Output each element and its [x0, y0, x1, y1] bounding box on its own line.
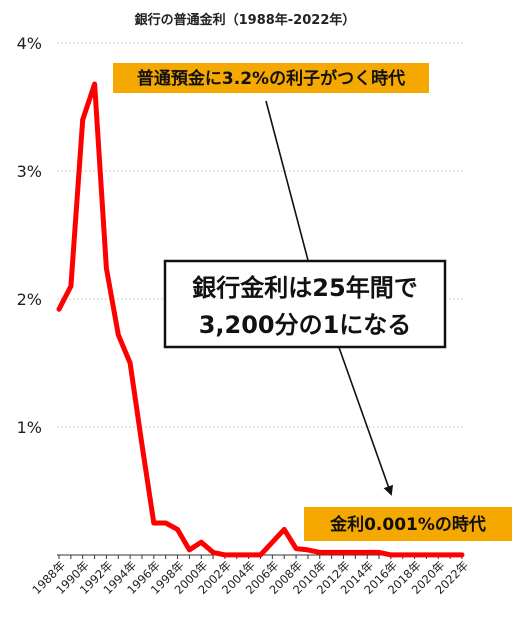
bottom-callout: 金利0.001%の時代: [304, 507, 512, 541]
y-axis-ticks: 1% 2% 3% 4%: [17, 34, 42, 437]
center-message: 銀行金利は25年間で 3,200分の1になる: [163, 259, 447, 349]
arrow-pointer: [335, 338, 394, 496]
bottom-callout-background: [304, 507, 512, 541]
top-callout-background: [113, 63, 429, 93]
top-callout-text: 普通預金に3.2%の利子がつく時代: [137, 68, 405, 89]
top-callout: 普通預金に3.2%の利子がつく時代: [113, 63, 429, 93]
x-axis-ticks: 1988年1990年1992年1994年1996年1998年2000年2002年…: [29, 558, 471, 597]
bottom-callout-text: 金利0.001%の時代: [329, 514, 486, 535]
y-tick-label: 1%: [17, 418, 42, 437]
grid-lines: [57, 42, 464, 428]
savings-rate-line: [56, 81, 465, 558]
y-tick-label: 4%: [17, 34, 42, 53]
y-tick-label: 2%: [17, 290, 42, 309]
center-message-line-1: 銀行金利は25年間で: [192, 274, 417, 302]
center-message-line-2: 3,200分の1になる: [199, 311, 412, 339]
y-tick-label: 3%: [17, 162, 42, 181]
chart-title: 銀行の普通金利（1988年-2022年）: [135, 12, 356, 28]
center-message-box: [163, 259, 447, 349]
